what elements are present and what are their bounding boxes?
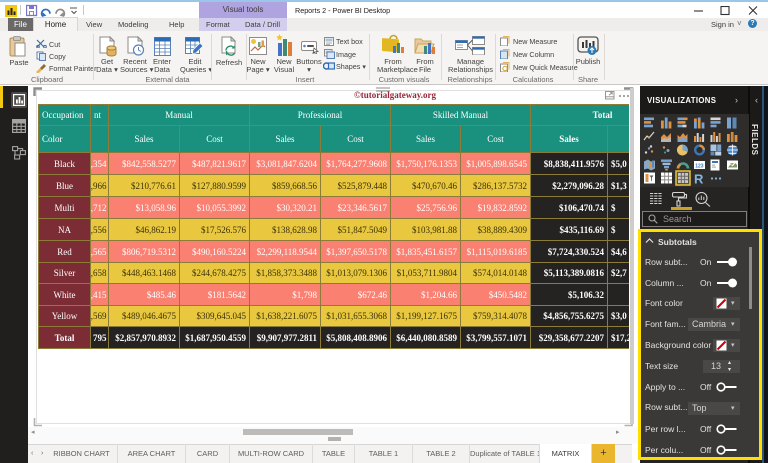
svg-text:R: R (694, 172, 704, 187)
svg-text:123: 123 (695, 163, 704, 169)
